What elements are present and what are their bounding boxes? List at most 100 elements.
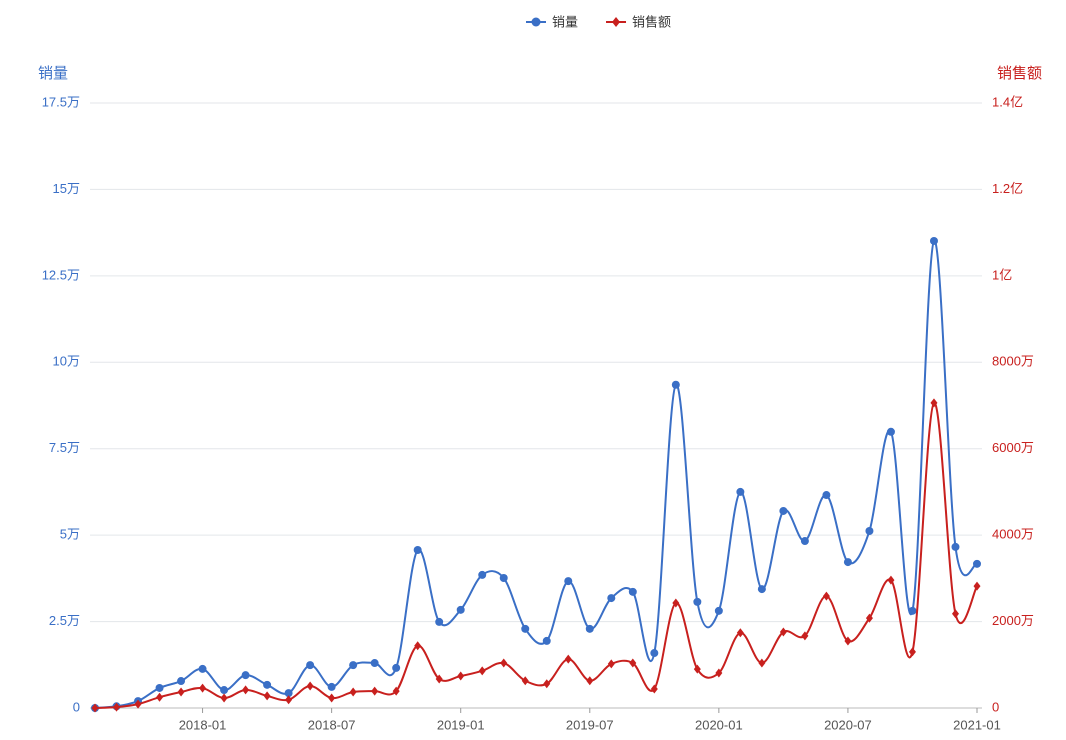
point bbox=[328, 693, 336, 703]
y-tick-label: 0 bbox=[73, 699, 80, 714]
y2-tick-label: 6000万 bbox=[992, 440, 1034, 455]
point bbox=[779, 506, 788, 515]
point bbox=[629, 658, 637, 668]
point bbox=[586, 676, 594, 686]
point bbox=[91, 703, 99, 713]
point bbox=[199, 683, 207, 693]
y-tick-label: 12.5万 bbox=[42, 267, 80, 282]
point bbox=[564, 577, 573, 586]
point bbox=[177, 687, 185, 697]
y2-tick-label: 1亿 bbox=[992, 267, 1012, 282]
x-tick-label: 2020-07 bbox=[824, 717, 872, 732]
point bbox=[822, 491, 831, 500]
point bbox=[822, 591, 830, 601]
point bbox=[220, 693, 228, 703]
point bbox=[930, 398, 938, 408]
point bbox=[542, 636, 551, 645]
point bbox=[650, 649, 659, 658]
point bbox=[220, 686, 229, 695]
legend-label: 销售额 bbox=[632, 14, 671, 29]
point bbox=[607, 594, 616, 603]
point bbox=[521, 676, 529, 686]
point bbox=[306, 681, 314, 691]
y-tick-label: 7.5万 bbox=[49, 440, 80, 455]
point bbox=[844, 636, 852, 646]
point bbox=[693, 597, 702, 606]
point bbox=[134, 699, 142, 709]
point bbox=[800, 537, 809, 546]
y2-axis-title: 销售额 bbox=[997, 65, 1042, 82]
point bbox=[908, 647, 916, 657]
point bbox=[973, 559, 981, 568]
point bbox=[951, 609, 959, 619]
point bbox=[521, 624, 530, 633]
point bbox=[693, 664, 701, 674]
point bbox=[628, 587, 637, 596]
x-tick-label: 2018-07 bbox=[308, 717, 356, 732]
point bbox=[736, 487, 745, 496]
point bbox=[155, 683, 164, 692]
x-tick-label: 2019-07 bbox=[566, 717, 614, 732]
point bbox=[413, 546, 422, 555]
point bbox=[349, 661, 358, 670]
y2-tick-label: 1.4亿 bbox=[992, 94, 1023, 109]
y-tick-label: 2.5万 bbox=[49, 613, 80, 628]
point bbox=[285, 695, 293, 705]
point bbox=[672, 598, 680, 608]
point bbox=[585, 624, 594, 633]
y-tick-label: 10万 bbox=[53, 354, 80, 369]
point bbox=[284, 689, 293, 698]
point bbox=[886, 427, 895, 436]
x-tick-label: 2021-01 bbox=[953, 717, 1001, 732]
x-tick-label: 2019-01 bbox=[437, 717, 485, 732]
y2-tick-label: 1.2亿 bbox=[992, 181, 1023, 196]
point bbox=[156, 692, 164, 702]
point bbox=[392, 686, 400, 696]
point bbox=[543, 679, 551, 689]
y2-tick-label: 2000万 bbox=[992, 613, 1034, 628]
point bbox=[349, 687, 357, 697]
point bbox=[371, 686, 379, 696]
point bbox=[327, 682, 336, 691]
point bbox=[865, 526, 874, 535]
point bbox=[607, 659, 615, 669]
point bbox=[177, 677, 186, 686]
point bbox=[714, 606, 723, 615]
point bbox=[392, 663, 401, 672]
y2-tick-label: 0 bbox=[992, 699, 999, 714]
y-tick-label: 5万 bbox=[60, 527, 80, 542]
x-tick-label: 2020-01 bbox=[695, 717, 743, 732]
point bbox=[414, 641, 422, 651]
legend-marker bbox=[612, 17, 621, 27]
x-tick-label: 2018-01 bbox=[179, 717, 227, 732]
y2-tick-label: 4000万 bbox=[992, 527, 1034, 542]
point bbox=[478, 570, 487, 579]
point bbox=[843, 558, 852, 567]
point bbox=[758, 658, 766, 668]
point bbox=[499, 574, 508, 583]
point bbox=[478, 666, 486, 676]
point bbox=[736, 628, 744, 638]
point bbox=[435, 617, 444, 626]
point bbox=[865, 613, 873, 623]
point bbox=[242, 685, 250, 695]
point bbox=[973, 581, 981, 591]
point bbox=[456, 605, 465, 614]
point bbox=[306, 661, 315, 670]
point bbox=[951, 542, 960, 551]
legend-label: 销量 bbox=[552, 14, 578, 29]
point bbox=[435, 674, 443, 684]
point bbox=[779, 627, 787, 637]
legend-marker bbox=[531, 17, 541, 27]
point bbox=[241, 671, 250, 680]
point bbox=[801, 631, 809, 641]
point bbox=[263, 691, 271, 701]
point bbox=[908, 606, 917, 615]
point bbox=[500, 658, 508, 668]
y-tick-label: 15万 bbox=[53, 181, 80, 196]
point bbox=[198, 664, 207, 673]
y-axis-title: 销量 bbox=[38, 65, 68, 82]
point bbox=[929, 236, 938, 245]
